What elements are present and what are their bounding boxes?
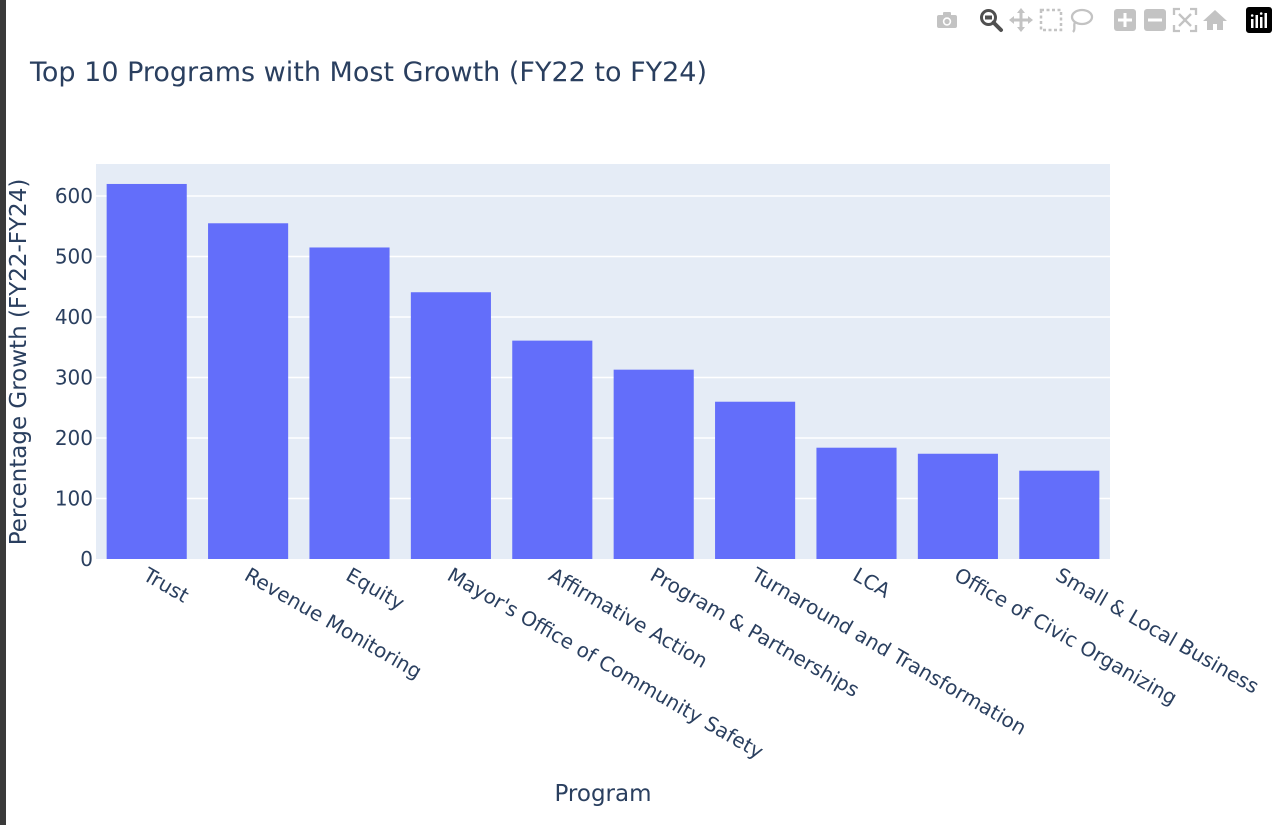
bar-2[interactable]	[309, 247, 390, 559]
x-tick-label: Equity	[342, 563, 409, 615]
bar-7[interactable]	[816, 447, 897, 559]
lasso-icon[interactable]	[1066, 5, 1096, 35]
window-left-edge	[0, 0, 6, 825]
y-tick-label: 100	[55, 487, 93, 511]
y-tick-label: 400	[55, 305, 93, 329]
zoom-out-icon[interactable]	[1140, 5, 1170, 35]
bar-5[interactable]	[613, 369, 694, 559]
y-tick-label: 200	[55, 426, 93, 450]
y-tick-label: 300	[55, 366, 93, 390]
y-tick-label: 500	[55, 245, 93, 269]
pan-icon[interactable]	[1006, 5, 1036, 35]
y-axis-ticks: 0 100 200 300 400 500 600	[55, 184, 93, 571]
zoom-in-icon[interactable]	[1110, 5, 1140, 35]
bar-4[interactable]	[512, 340, 593, 559]
bar-1[interactable]	[208, 223, 289, 559]
y-axis-title: Percentage Growth (FY22-FY24)	[6, 179, 32, 546]
chart-title: Top 10 Programs with Most Growth (FY22 t…	[29, 57, 707, 88]
y-tick-label: 0	[80, 547, 93, 571]
camera-icon[interactable]	[932, 5, 962, 35]
bar-3[interactable]	[410, 292, 491, 559]
bar-0[interactable]	[106, 183, 187, 559]
box-select-icon[interactable]	[1036, 5, 1066, 35]
chart-modebar	[932, 4, 1274, 36]
x-axis-title: Program	[554, 781, 651, 807]
zoom-icon[interactable]	[976, 5, 1006, 35]
bar-9[interactable]	[1019, 470, 1100, 559]
bars	[106, 183, 1100, 559]
x-tick-label: Revenue Monitoring	[241, 563, 427, 684]
x-tick-label: LCA	[849, 563, 895, 603]
bar-8[interactable]	[917, 453, 998, 559]
x-tick-label: Trust	[138, 562, 193, 608]
reset-axes-icon[interactable]	[1200, 5, 1230, 35]
bar-6[interactable]	[715, 401, 796, 559]
y-tick-label: 600	[55, 184, 93, 208]
autoscale-icon[interactable]	[1170, 5, 1200, 35]
plotly-logo-icon[interactable]	[1244, 5, 1274, 35]
